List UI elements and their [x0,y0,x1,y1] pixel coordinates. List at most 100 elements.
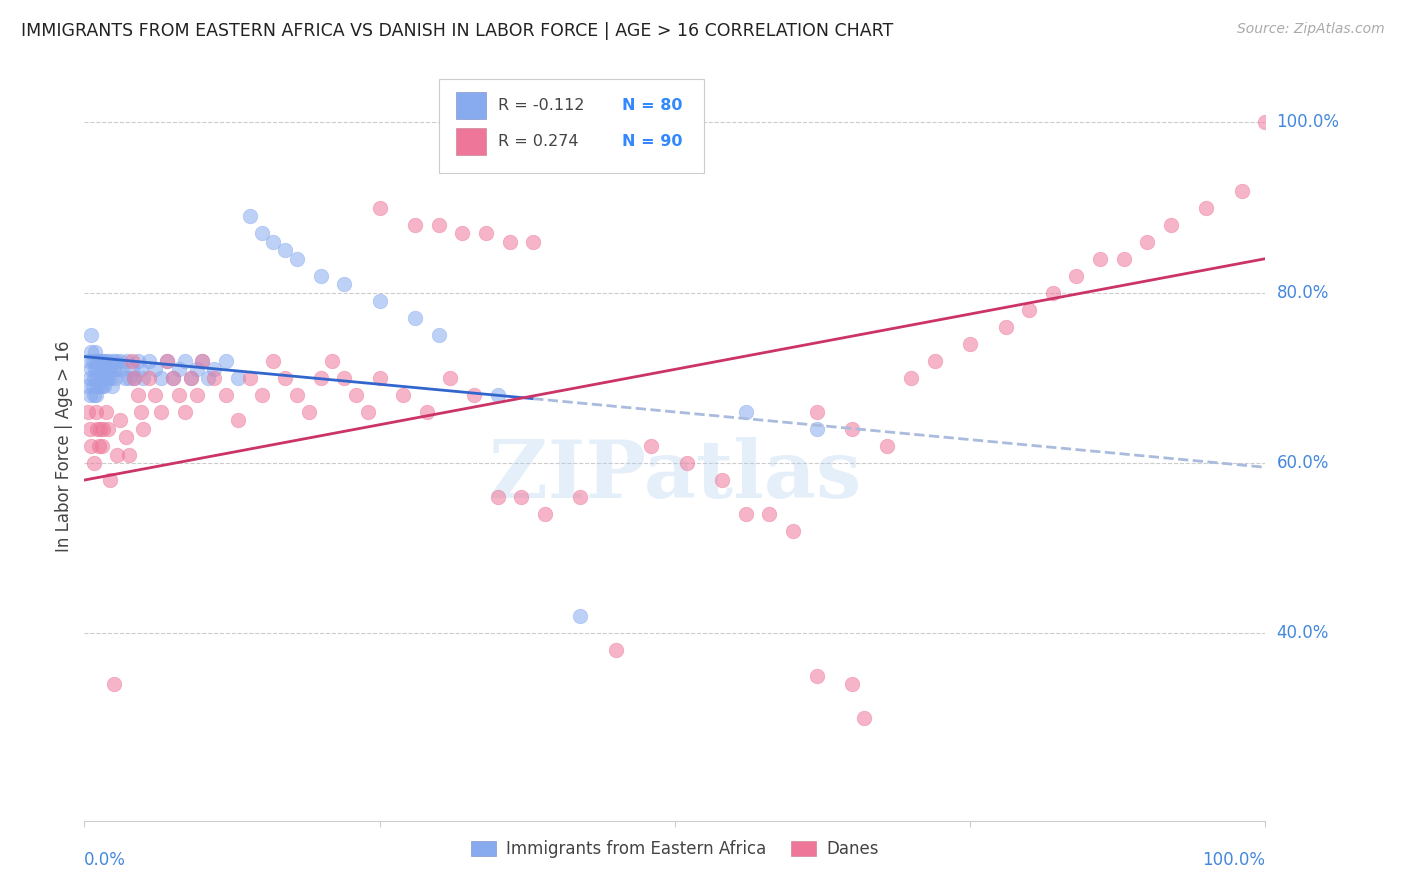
Point [569,609,592,624]
Point [84,345,107,359]
Point [173,405,195,419]
Point [143,388,166,402]
Point [959,336,981,351]
Point [498,235,520,249]
Point [1042,285,1064,300]
Point [197,371,219,385]
Point [82,354,104,368]
Point [924,354,946,368]
Point [994,319,1017,334]
Point [215,388,238,402]
Point [91,439,114,453]
Point [83,388,105,402]
Point [852,711,875,725]
Point [127,354,149,368]
Point [84,362,107,376]
Text: 40.0%: 40.0% [1277,624,1329,642]
Point [105,354,128,368]
Point [841,677,863,691]
Point [162,371,184,385]
Point [91,379,114,393]
Point [806,669,828,683]
Point [91,371,114,385]
Text: N = 80: N = 80 [621,97,682,112]
Point [90,354,112,368]
Point [150,405,173,419]
Text: 100.0%: 100.0% [1202,851,1265,869]
Point [806,405,828,419]
Point [80,362,103,376]
Point [368,294,391,309]
Point [758,507,780,521]
Point [129,362,152,376]
Point [191,354,214,368]
FancyBboxPatch shape [457,92,486,119]
Point [132,422,155,436]
Point [156,354,179,368]
Point [392,388,415,402]
Point [97,422,120,436]
Point [114,371,136,385]
Point [122,371,145,385]
Point [87,371,110,385]
Text: N = 90: N = 90 [621,134,682,149]
Point [94,354,117,368]
Point [333,371,356,385]
Point [321,354,343,368]
Point [83,371,105,385]
Point [150,371,173,385]
Point [186,362,208,376]
Point [226,413,249,427]
Point [711,473,734,487]
Point [111,362,134,376]
Point [191,354,214,368]
Point [118,448,141,462]
Point [333,277,356,292]
Point [94,405,117,419]
Point [156,354,179,368]
Point [83,456,105,470]
Point [309,268,332,283]
Point [167,362,190,376]
Point [569,490,592,504]
Point [77,405,100,419]
Point [89,422,111,436]
Point [510,490,533,504]
Point [138,371,160,385]
Point [77,354,100,368]
Point [439,371,461,385]
Point [451,226,474,240]
Point [675,456,697,470]
Text: R = -0.112: R = -0.112 [498,97,585,112]
Point [91,354,114,368]
Point [96,362,118,376]
Point [103,677,125,691]
Point [121,362,143,376]
Point [1160,218,1182,232]
Text: 60.0%: 60.0% [1277,454,1329,472]
Point [309,371,332,385]
Point [89,379,111,393]
Text: 0.0%: 0.0% [84,851,127,869]
Point [100,379,122,393]
Point [77,379,100,393]
Point [162,371,184,385]
Point [202,362,225,376]
Point [186,388,208,402]
Point [80,439,103,453]
Point [404,218,426,232]
Point [98,362,121,376]
Point [101,354,124,368]
Point [404,311,426,326]
Point [87,439,110,453]
Point [97,371,120,385]
Point [138,354,160,368]
Point [239,371,262,385]
Point [167,388,190,402]
Point [1112,252,1135,266]
Point [285,252,308,266]
Point [143,362,166,376]
Point [129,405,152,419]
Point [84,405,107,419]
Y-axis label: In Labor Force | Age > 16: In Labor Force | Age > 16 [55,340,73,552]
